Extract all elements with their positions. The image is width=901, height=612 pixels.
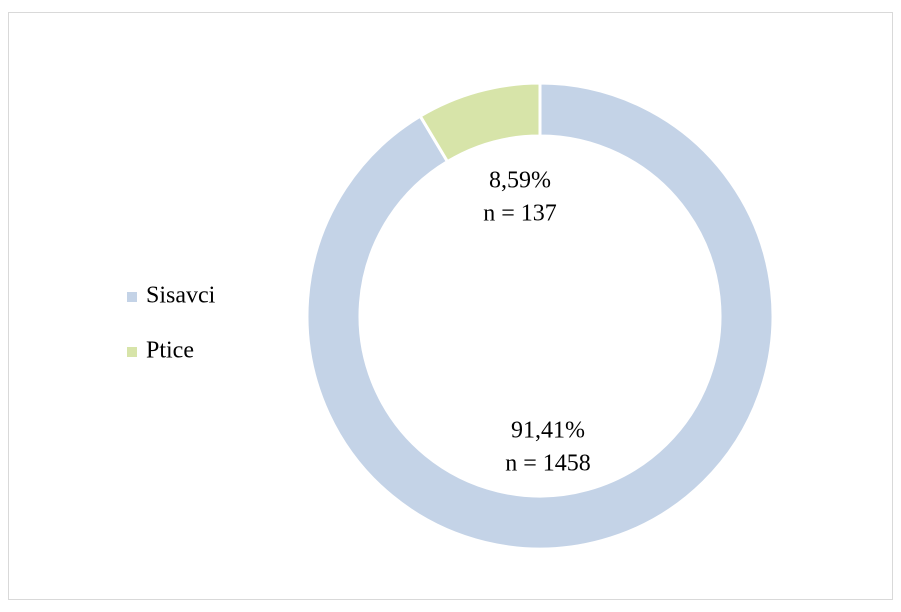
legend-label: Ptice <box>146 338 194 364</box>
data-label: 91,41% <box>511 418 585 444</box>
donut-segment <box>305 81 775 551</box>
legend-swatch <box>127 292 137 302</box>
count-label: n = 137 <box>483 201 557 227</box>
legend-swatch <box>127 347 137 357</box>
legend-label: Sisavci <box>146 283 216 309</box>
donut-segment <box>418 81 542 164</box>
data-label: 8,59% <box>489 168 551 194</box>
count-label: n = 1458 <box>505 451 591 477</box>
